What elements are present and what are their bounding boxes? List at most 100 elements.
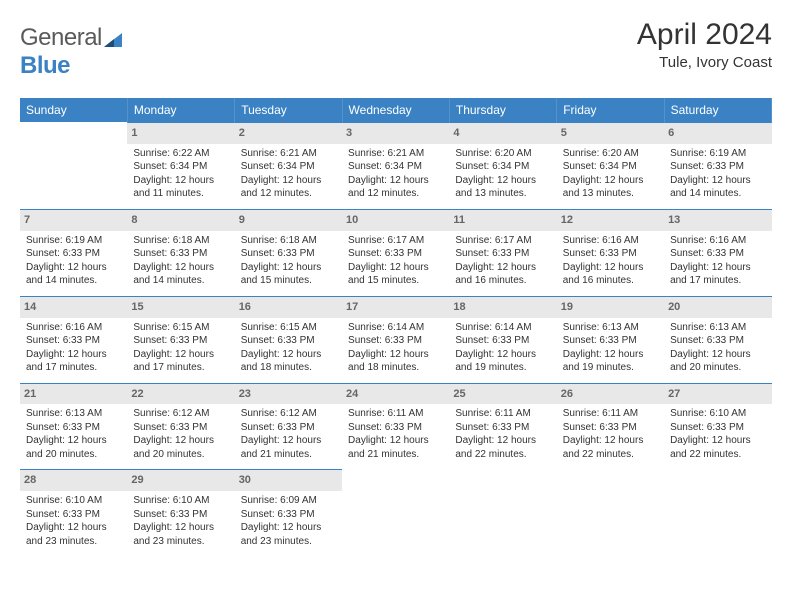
day-number: 10 xyxy=(342,210,449,231)
sunset-text: Sunset: 6:33 PM xyxy=(670,160,765,174)
sunrise-text: Sunrise: 6:20 AM xyxy=(563,147,658,161)
calendar-day-cell: 19Sunrise: 6:13 AMSunset: 6:33 PMDayligh… xyxy=(557,296,664,383)
sunrise-text: Sunrise: 6:14 AM xyxy=(455,321,550,335)
sunrise-text: Sunrise: 6:17 AM xyxy=(348,234,443,248)
daylight-text: Daylight: 12 hours and 17 minutes. xyxy=(26,348,121,375)
sunrise-text: Sunrise: 6:12 AM xyxy=(241,407,336,421)
brand-word-1: General xyxy=(20,24,102,51)
calendar-day-cell: 18 Sunrise: 6:14 AMSunset: 6:33 PMDayligh… xyxy=(449,296,556,383)
daylight-text: Daylight: 12 hours and 19 minutes. xyxy=(455,348,550,375)
sunset-text: Sunset: 6:33 PM xyxy=(455,247,550,261)
day-number: 13 xyxy=(664,210,771,231)
title-block: April 2024 Tule, Ivory Coast xyxy=(637,18,772,71)
sunset-text: Sunset: 6:33 PM xyxy=(563,334,658,348)
sunrise-text: Sunrise: 6:20 AM xyxy=(455,147,550,161)
sunrise-text: Sunrise: 6:21 AM xyxy=(241,147,336,161)
daylight-text: Daylight: 12 hours and 14 minutes. xyxy=(133,261,228,288)
sunset-text: Sunset: 6:33 PM xyxy=(348,421,443,435)
daylight-text: Daylight: 12 hours and 12 minutes. xyxy=(348,174,443,201)
weekday-header: Monday xyxy=(127,98,234,123)
sunset-text: Sunset: 6:34 PM xyxy=(563,160,658,174)
calendar-day-cell: 8Sunrise: 6:18 AMSunset: 6:33 PMDaylight… xyxy=(127,209,234,296)
calendar-body: 1Sunrise: 6:22 AMSunset: 6:34 PMDaylight… xyxy=(20,123,772,557)
daylight-text: Daylight: 12 hours and 20 minutes. xyxy=(26,434,121,461)
sunrise-text: Sunrise: 6:11 AM xyxy=(348,407,443,421)
sunset-text: Sunset: 6:34 PM xyxy=(241,160,336,174)
sunrise-text: Sunrise: 6:11 AM xyxy=(563,407,658,421)
calendar-day-cell: 25Sunrise: 6:11 AMSunset: 6:33 PMDayligh… xyxy=(449,383,556,470)
day-number: 18 xyxy=(449,297,556,318)
daylight-text: Daylight: 12 hours and 20 minutes. xyxy=(670,348,765,375)
day-number: 1 xyxy=(127,123,234,144)
weekday-header: Thursday xyxy=(449,98,556,123)
sunset-text: Sunset: 6:34 PM xyxy=(348,160,443,174)
calendar-day-cell: 17Sunrise: 6:14 AMSunset: 6:33 PMDayligh… xyxy=(342,296,449,383)
sunset-text: Sunset: 6:33 PM xyxy=(563,247,658,261)
sunrise-text: Sunrise: 6:10 AM xyxy=(670,407,765,421)
weekday-header-row: SundayMondayTuesdayWednesdayThursdayFrid… xyxy=(20,98,772,123)
sunset-text: Sunset: 6:33 PM xyxy=(26,334,121,348)
daylight-text: Daylight: 12 hours and 22 minutes. xyxy=(670,434,765,461)
sunset-text: Sunset: 6:33 PM xyxy=(26,247,121,261)
day-number: 4 xyxy=(449,123,556,144)
day-number: 2 xyxy=(235,123,342,144)
sunrise-text: Sunrise: 6:10 AM xyxy=(26,494,121,508)
sunrise-text: Sunrise: 6:16 AM xyxy=(26,321,121,335)
calendar-day-cell: 12Sunrise: 6:16 AMSunset: 6:33 PMDayligh… xyxy=(557,209,664,296)
weekday-header: Saturday xyxy=(664,98,771,123)
sunset-text: Sunset: 6:33 PM xyxy=(26,508,121,522)
weekday-header: Friday xyxy=(557,98,664,123)
day-number: 15 xyxy=(127,297,234,318)
calendar-day-cell: 10 Sunrise: 6:17 AMSunset: 6:33 PMDayligh… xyxy=(342,209,449,296)
sunset-text: Sunset: 6:33 PM xyxy=(348,247,443,261)
sunset-text: Sunset: 6:33 PM xyxy=(670,334,765,348)
day-number: 19 xyxy=(557,297,664,318)
weekday-header: Sunday xyxy=(20,98,127,123)
calendar-day-cell: 26Sunrise: 6:11 AMSunset: 6:33 PMDayligh… xyxy=(557,383,664,470)
day-number: 28 xyxy=(20,470,127,491)
calendar-day-cell xyxy=(20,123,127,210)
calendar-week-row: 14Sunrise: 6:16 AMSunset: 6:33 PMDayligh… xyxy=(20,296,772,383)
day-number: 12 xyxy=(557,210,664,231)
sunrise-text: Sunrise: 6:16 AM xyxy=(670,234,765,248)
calendar-week-row: 1Sunrise: 6:22 AMSunset: 6:34 PMDaylight… xyxy=(20,123,772,210)
daylight-text: Daylight: 12 hours and 14 minutes. xyxy=(670,174,765,201)
calendar-day-cell xyxy=(557,470,664,556)
calendar-day-cell: 13Sunrise: 6:16 AMSunset: 6:33 PMDayligh… xyxy=(664,209,771,296)
daylight-text: Daylight: 12 hours and 22 minutes. xyxy=(455,434,550,461)
calendar-week-row: 7Sunrise: 6:19 AMSunset: 6:33 PMDaylight… xyxy=(20,209,772,296)
brand-logo: General Blue xyxy=(20,24,122,80)
day-number: 6 xyxy=(664,123,771,144)
calendar-day-cell: 22Sunrise: 6:12 AMSunset: 6:33 PMDayligh… xyxy=(127,383,234,470)
day-number: 22 xyxy=(127,384,234,405)
calendar-day-cell: 28Sunrise: 6:10 AMSunset: 6:33 PMDayligh… xyxy=(20,470,127,556)
calendar-day-cell: 9Sunrise: 6:18 AMSunset: 6:33 PMDaylight… xyxy=(235,209,342,296)
brand-triangle-icon xyxy=(104,33,122,52)
sunset-text: Sunset: 6:33 PM xyxy=(241,334,336,348)
calendar-day-cell: 3Sunrise: 6:21 AMSunset: 6:34 PMDaylight… xyxy=(342,123,449,210)
calendar-table: SundayMondayTuesdayWednesdayThursdayFrid… xyxy=(20,98,772,556)
day-number: 27 xyxy=(664,384,771,405)
sunrise-text: Sunrise: 6:11 AM xyxy=(455,407,550,421)
calendar-day-cell: 1Sunrise: 6:22 AMSunset: 6:34 PMDaylight… xyxy=(127,123,234,210)
sunset-text: Sunset: 6:33 PM xyxy=(133,334,228,348)
sunrise-text: Sunrise: 6:13 AM xyxy=(26,407,121,421)
daylight-text: Daylight: 12 hours and 21 minutes. xyxy=(348,434,443,461)
sunrise-text: Sunrise: 6:14 AM xyxy=(348,321,443,335)
day-number: 24 xyxy=(342,384,449,405)
calendar-day-cell: 14Sunrise: 6:16 AMSunset: 6:33 PMDayligh… xyxy=(20,296,127,383)
day-number: 29 xyxy=(127,470,234,491)
daylight-text: Daylight: 12 hours and 15 minutes. xyxy=(348,261,443,288)
sunset-text: Sunset: 6:33 PM xyxy=(455,334,550,348)
month-title: April 2024 xyxy=(637,18,772,52)
day-number: 23 xyxy=(235,384,342,405)
brand-word-2: Blue xyxy=(20,52,70,79)
daylight-text: Daylight: 12 hours and 23 minutes. xyxy=(133,521,228,548)
calendar-day-cell: 21Sunrise: 6:13 AMSunset: 6:33 PMDayligh… xyxy=(20,383,127,470)
sunset-text: Sunset: 6:33 PM xyxy=(563,421,658,435)
daylight-text: Daylight: 12 hours and 12 minutes. xyxy=(241,174,336,201)
calendar-day-cell: 6Sunrise: 6:19 AMSunset: 6:33 PMDaylight… xyxy=(664,123,771,210)
sunset-text: Sunset: 6:33 PM xyxy=(455,421,550,435)
sunset-text: Sunset: 6:34 PM xyxy=(455,160,550,174)
sunrise-text: Sunrise: 6:19 AM xyxy=(26,234,121,248)
